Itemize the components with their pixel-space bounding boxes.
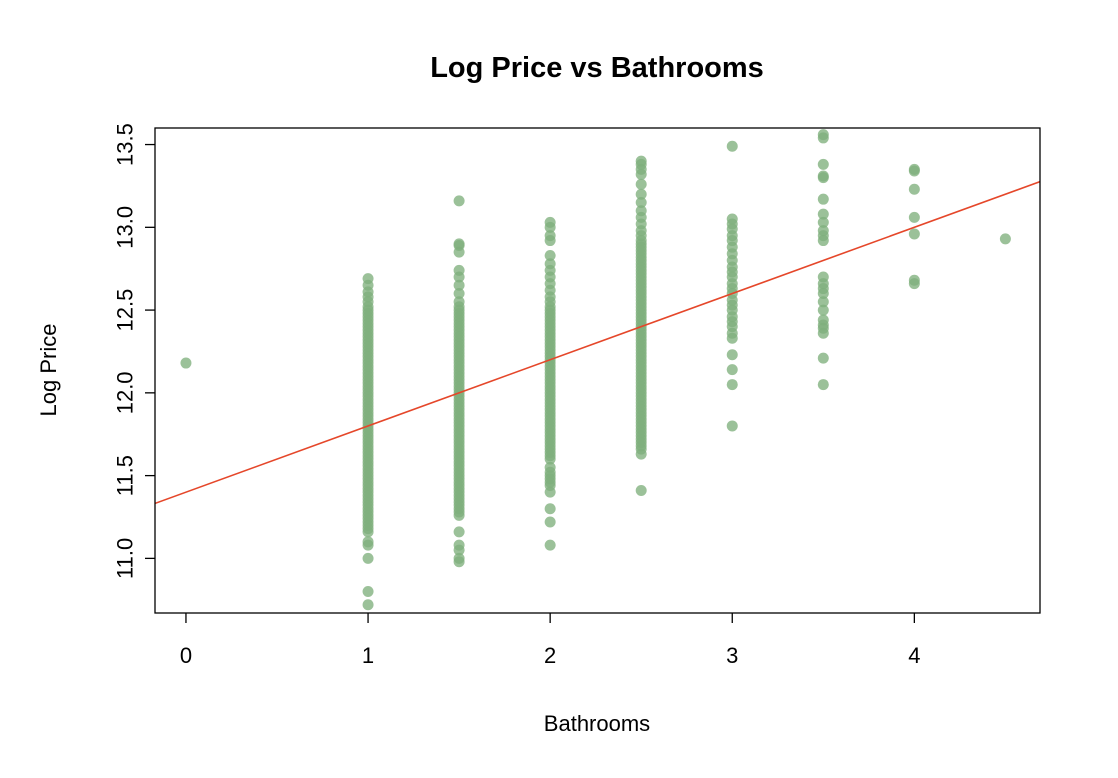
data-point [908,163,920,175]
chart-title: Log Price vs Bathrooms [430,52,764,84]
data-point [817,304,829,316]
data-point [453,288,465,300]
data-point [544,461,556,473]
data-point [817,216,829,228]
data-point [908,211,920,223]
data-point [453,296,465,308]
y-tick-label: 12.5 [113,289,138,332]
data-point [362,585,374,597]
data-point [635,178,647,190]
data-point [726,213,738,225]
data-point [453,279,465,291]
y-tick-label: 13.5 [113,123,138,166]
data-point [180,357,192,369]
data-point [362,552,374,564]
data-point [817,271,829,283]
x-tick-label: 3 [726,643,738,668]
regression-line-layer [155,180,1040,505]
data-point [999,233,1011,245]
data-point [908,228,920,240]
data-point [726,349,738,361]
data-point [726,379,738,391]
data-point [544,516,556,528]
data-point [544,249,556,261]
data-point [635,485,647,497]
x-axis-label: Bathrooms [544,711,650,736]
y-tick-label: 11.0 [112,538,137,579]
data-point [453,195,465,207]
data-point [544,503,556,515]
data-point [635,196,647,208]
data-point [726,364,738,376]
data-point [817,129,829,141]
x-tick-label: 1 [362,643,374,668]
x-tick-label: 0 [180,643,192,668]
data-point [726,140,738,152]
plot-frame [154,127,1041,614]
data-point [908,274,920,286]
data-point [726,420,738,432]
data-point [817,158,829,170]
x-axis: 0 1 2 3 4 [180,613,920,668]
regression-line [155,180,1040,505]
data-point [453,526,465,538]
y-tick-label: 11.5 [113,455,138,496]
data-point [817,379,829,391]
data-point [635,188,647,200]
data-point [908,183,920,195]
data-point [817,225,829,237]
data-point [362,599,374,611]
data-point [453,238,465,250]
data-point [817,170,829,182]
data-point [817,314,829,326]
y-tick-label: 13.0 [112,206,137,249]
data-point [453,552,465,564]
data-point [544,230,556,242]
data-point [635,155,647,167]
data-point [453,264,465,276]
data-point [453,539,465,551]
y-axis-label: Log Price [36,324,61,417]
data-point [362,536,374,548]
y-tick-label: 12.0 [112,371,137,414]
points-layer [180,129,1011,611]
data-point [817,208,829,220]
data-point [635,205,647,217]
y-axis: 11.0 11.5 12.0 12.5 13.0 13.5 [112,123,155,579]
data-point [544,216,556,228]
x-tick-label: 4 [908,643,920,668]
data-point [544,258,556,270]
data-point [817,296,829,308]
data-point [544,539,556,551]
x-tick-label: 2 [544,643,556,668]
data-point [817,193,829,205]
data-point [817,352,829,364]
data-point [362,273,374,285]
